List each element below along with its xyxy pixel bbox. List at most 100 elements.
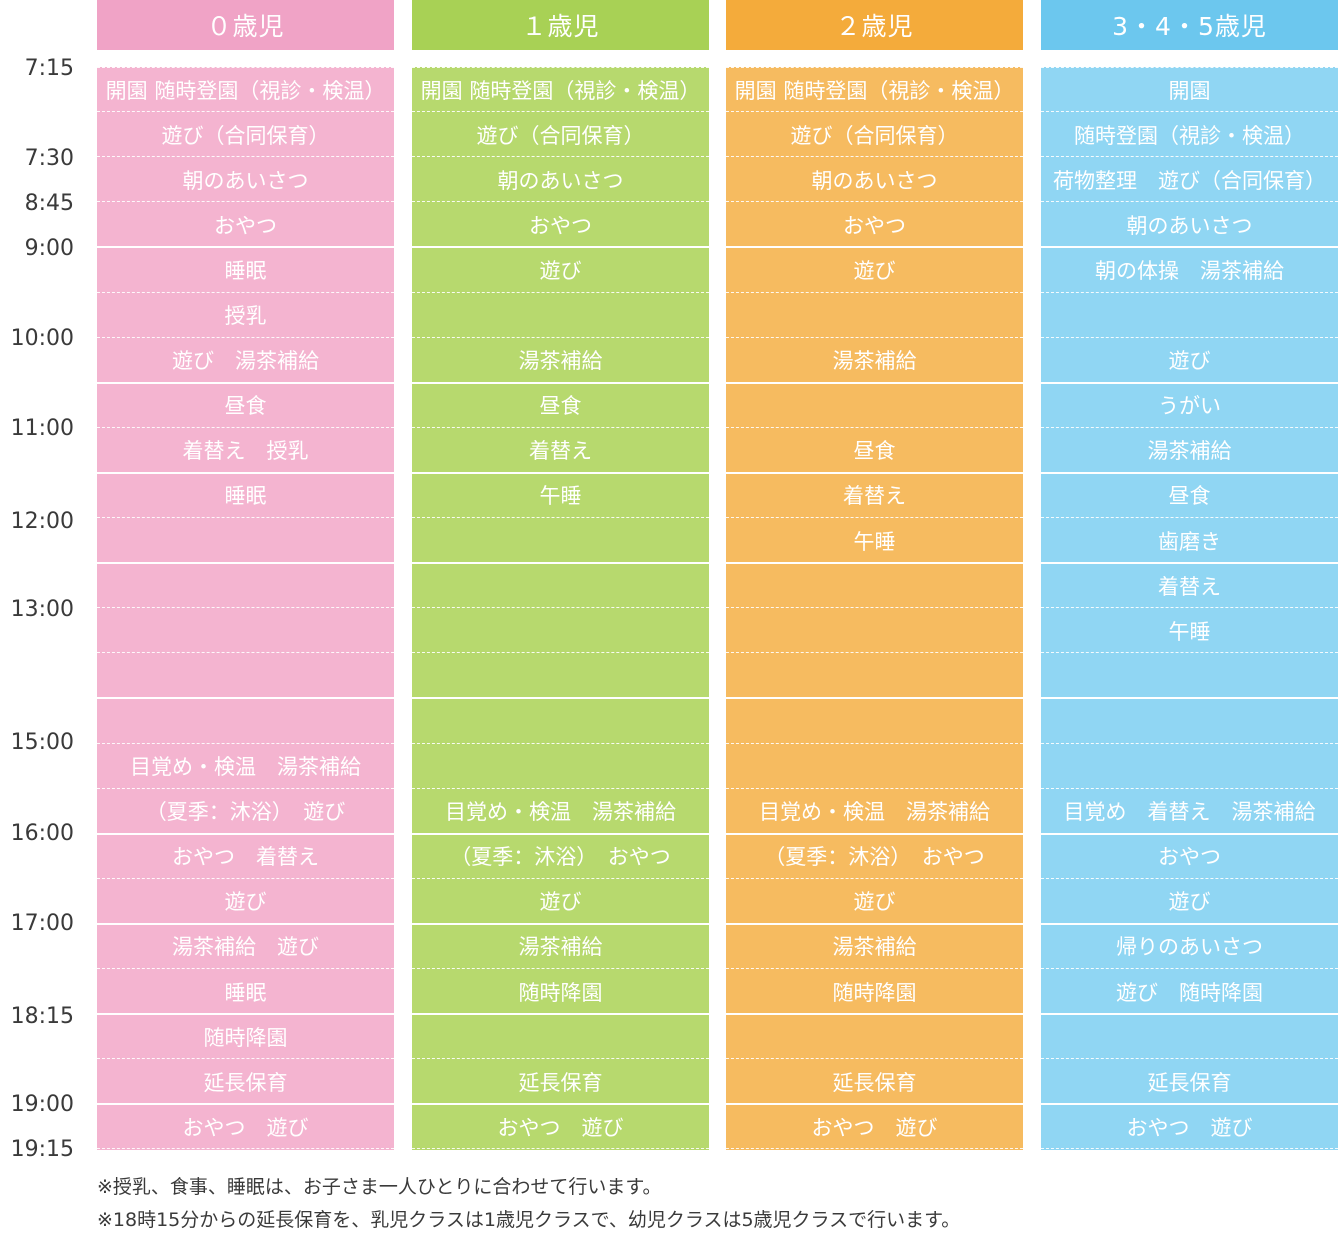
time-label: 19:00 [10, 1092, 74, 1117]
row-divider [97, 381, 394, 384]
row-divider [412, 877, 709, 879]
row-divider [726, 607, 1023, 609]
time-label: 10:00 [10, 326, 74, 351]
time-label: 18:15 [10, 1004, 74, 1029]
row-divider [726, 291, 1023, 293]
schedule-cell [412, 518, 709, 563]
schedule-cell: おやつ [529, 213, 592, 238]
row-divider [412, 742, 709, 744]
col-age1: 開園 随時登園（視診・検温） 遊び（合同保育） 朝のあいさつ おやつ 遊び 湯茶補給 昼食着… [412, 67, 709, 1185]
row-divider [726, 517, 1023, 518]
row-divider [412, 517, 709, 518]
schedule-cell: 延長保育 [1147, 1070, 1232, 1095]
col-age345: 開園 随時登園（視診・検温） 荷物整理 遊び（合同保育） 朝のあいさつ 朝の体操 湯茶補… [1041, 67, 1338, 1185]
schedule-cell [1041, 653, 1338, 698]
schedule-cell: 遊び [539, 258, 582, 283]
row-divider [97, 968, 394, 969]
row-divider [1041, 246, 1338, 249]
row-divider [97, 697, 394, 700]
schedule-cell: 随時登園（視診・検温） [1074, 123, 1305, 148]
schedule-cell: 睡眠 [224, 484, 267, 509]
row-divider [97, 471, 394, 474]
row-divider [1041, 1103, 1338, 1106]
schedule-cell: （夏季：沐浴） 遊び [145, 800, 346, 825]
schedule-cell: 目覚め・検温 湯茶補給 [759, 800, 990, 825]
schedule-cell: 遊び [853, 890, 896, 915]
row-divider [97, 787, 394, 789]
schedule-cell [97, 518, 394, 563]
schedule-cell: 遊び（合同保育） [790, 123, 959, 148]
schedule-cell [412, 608, 709, 653]
row-divider [412, 246, 709, 249]
schedule-cell: 遊び [1168, 890, 1211, 915]
row-divider [97, 652, 394, 654]
row-divider [726, 1013, 1023, 1016]
row-divider [1041, 607, 1338, 609]
schedule-cell: 睡眠 [224, 980, 267, 1005]
col-age345-header: 3・4・5歳児 [1041, 0, 1338, 50]
row-divider [726, 922, 1023, 925]
schedule-cell: 荷物整理 遊び（合同保育） [1053, 168, 1326, 193]
schedule-cell: 湯茶補給 遊び [172, 935, 319, 960]
row-divider [412, 922, 709, 925]
schedule-cell [412, 744, 709, 789]
row-divider [726, 832, 1023, 835]
row-divider [726, 562, 1023, 565]
row-divider [1041, 336, 1338, 338]
time-label: 7:15 [24, 56, 74, 81]
row-divider [412, 426, 709, 428]
row-divider [412, 1013, 709, 1016]
schedule-cell: 午睡 [539, 484, 582, 509]
schedule-cell: 歯磨き [1158, 529, 1221, 554]
schedule-cell: 開園 随時登園（視診・検温） [105, 78, 386, 103]
row-divider [1041, 652, 1338, 654]
schedule-cell: うがい [1158, 394, 1221, 419]
row-divider [726, 968, 1023, 969]
row-divider [97, 291, 394, 293]
schedule-cell: 湯茶補給 [518, 935, 603, 960]
row-divider [97, 156, 394, 158]
schedule-cell: 遊び [224, 890, 267, 915]
row-divider [412, 156, 709, 158]
schedule-cell: 遊び [539, 890, 582, 915]
schedule-cell: 目覚め 着替え 湯茶補給 [1063, 800, 1316, 825]
schedule-cell: 朝のあいさつ [182, 168, 309, 193]
col-age0: 開園 随時登園（視診・検温） 遊び（合同保育） 朝のあいさつ おやつ 睡眠 授乳 遊び 湯茶… [97, 67, 394, 1185]
schedule-cell [412, 563, 709, 608]
row-divider [412, 67, 709, 68]
schedule-cell: 遊び 随時降園 [1116, 980, 1263, 1005]
schedule-cell: 延長保育 [832, 1070, 917, 1095]
row-divider [726, 426, 1023, 428]
row-divider [1041, 291, 1338, 293]
schedule-cell [726, 383, 1023, 428]
row-divider [726, 877, 1023, 879]
schedule-cell: 着替え 授乳 [182, 439, 309, 464]
schedule-cell: 湯茶補給 [832, 349, 917, 374]
row-divider [412, 1148, 709, 1150]
schedule-cell [1041, 1014, 1338, 1059]
schedule-cell [97, 653, 394, 698]
row-divider [412, 562, 709, 565]
row-divider [97, 1148, 394, 1150]
schedule-cell: 朝の体操 湯茶補給 [1095, 258, 1284, 283]
row-divider [97, 111, 394, 113]
time-label: 13:00 [10, 597, 74, 622]
schedule-cell [726, 1014, 1023, 1059]
schedule-cell: 延長保育 [518, 1070, 603, 1095]
schedule-cell: 目覚め・検温 湯茶補給 [445, 800, 676, 825]
schedule-cell: 延長保育 降園 [801, 1160, 948, 1185]
col-age2: 開園 随時登園（視診・検温） 遊び（合同保育） 朝のあいさつ おやつ 遊び 湯茶補給 昼食着… [726, 67, 1023, 1185]
schedule-cell: 随時降園 [203, 1025, 288, 1050]
row-divider [412, 1103, 709, 1106]
schedule-cell: 昼食 [539, 394, 582, 419]
schedule-cell: 昼食 [853, 439, 896, 464]
row-divider [726, 111, 1023, 113]
col-age1-header: １歳児 [412, 0, 709, 50]
schedule-cell: 延長保育 [203, 1070, 288, 1095]
schedule-cell [726, 698, 1023, 743]
schedule-cell: 遊び 湯茶補給 [172, 349, 319, 374]
footnote: ※授乳、食事、睡眠は、お子さま一人ひとりに合わせて行います。 [97, 1176, 662, 1198]
schedule-cell: おやつ [843, 213, 906, 238]
schedule-cell: 朝のあいさつ [1126, 213, 1253, 238]
time-label: 9:00 [24, 236, 74, 261]
